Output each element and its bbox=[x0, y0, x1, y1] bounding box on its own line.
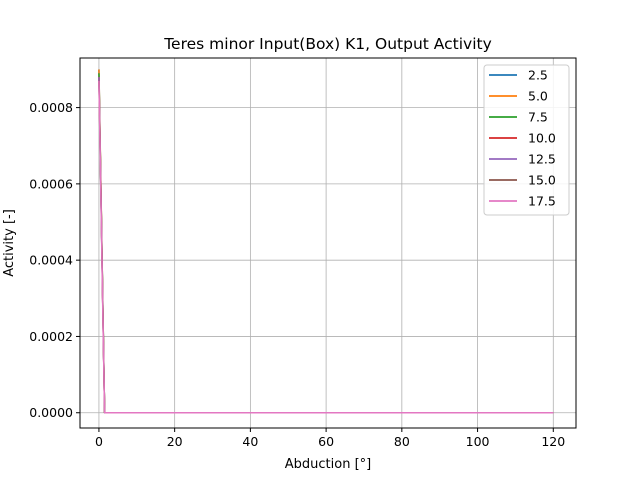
y-tick-label: 0.0006 bbox=[29, 176, 73, 191]
x-tick-label: 0 bbox=[95, 434, 103, 449]
legend-label: 7.5 bbox=[528, 110, 548, 125]
legend: 2.5 5.0 7.5 10.0 12.5 15.0 17.5 bbox=[483, 64, 570, 216]
x-tick-label: 40 bbox=[242, 434, 258, 449]
legend-box bbox=[483, 64, 570, 216]
x-tick-label: 60 bbox=[318, 434, 334, 449]
x-tick-label: 100 bbox=[466, 434, 490, 449]
x-tick-label: 80 bbox=[394, 434, 410, 449]
legend-label: 15.0 bbox=[528, 173, 556, 188]
y-tick-label: 0.0004 bbox=[29, 253, 73, 268]
series-line-17.5 bbox=[98, 80, 554, 414]
legend-label: 12.5 bbox=[528, 152, 556, 167]
plot-frame bbox=[79, 57, 577, 429]
legend-label: 2.5 bbox=[528, 68, 548, 83]
y-tick-label: 0.0008 bbox=[29, 100, 73, 115]
x-tick-label: 120 bbox=[541, 434, 565, 449]
legend-label: 5.0 bbox=[528, 89, 548, 104]
legend-label: 17.5 bbox=[528, 194, 556, 209]
chart-title: Teres minor Input(Box) K1, Output Activi… bbox=[163, 35, 492, 53]
x-tick-label: 20 bbox=[167, 434, 183, 449]
legend-label: 10.0 bbox=[528, 131, 556, 146]
y-tick-label: 0.0000 bbox=[29, 405, 73, 420]
series-lines bbox=[98, 69, 554, 414]
x-axis-label: Abduction [°] bbox=[285, 457, 371, 472]
y-tick-label: 0.0002 bbox=[29, 329, 73, 344]
y-axis-label: Activity [-] bbox=[2, 209, 17, 277]
axis-ticks: 0 20 40 60 80 100 120 0.0000 0.0002 0.0004 0.0006 0… bbox=[29, 100, 565, 449]
